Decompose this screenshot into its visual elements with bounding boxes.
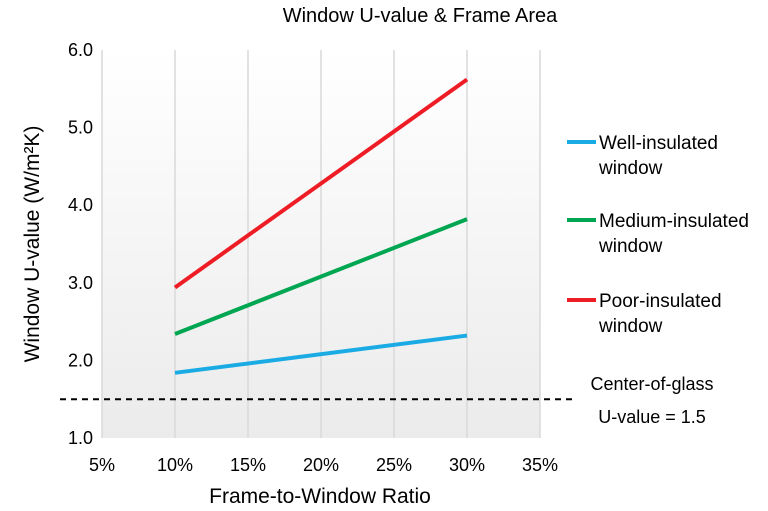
legend: Well-insulated window Medium-insulated wind… — [567, 133, 749, 337]
y-tick-label: 2.0 — [68, 350, 93, 370]
legend-label-0: Well-insulated — [599, 133, 718, 154]
chart-title: Window U-value & Frame Area — [283, 5, 558, 27]
x-tick-labels: 5% 10% 15% 20% 25% 30% 35% — [89, 455, 558, 475]
series-line-0 — [174, 333, 468, 375]
reference-annotation-line1: Center-of-glass — [590, 374, 713, 394]
legend-label-2: Poor-insulated — [599, 291, 722, 312]
x-tick-label: 35% — [522, 455, 558, 475]
y-axis-title: Window U-value (W/m²K) — [21, 126, 44, 363]
x-tick-label: 15% — [230, 455, 266, 475]
x-tick-label: 20% — [303, 455, 339, 475]
y-tick-label: 6.0 — [68, 40, 93, 60]
series-line-1 — [174, 217, 468, 336]
y-tick-label: 1.0 — [68, 428, 93, 448]
y-tick-label: 4.0 — [68, 195, 93, 215]
x-tick-label: 30% — [449, 455, 485, 475]
legend-label-1: window — [598, 236, 663, 257]
x-tick-label: 10% — [157, 455, 193, 475]
y-tick-label: 5.0 — [68, 118, 93, 138]
series-line-2 — [173, 77, 469, 290]
gridlines — [101, 50, 541, 438]
x-axis-title: Frame-to-Window Ratio — [209, 485, 431, 508]
reference-annotation-line2: U-value = 1.5 — [598, 407, 706, 427]
legend-label-2: window — [598, 316, 663, 337]
x-tick-label: 25% — [376, 455, 412, 475]
y-tick-label: 3.0 — [68, 273, 93, 293]
y-tick-labels: 1.0 2.0 3.0 4.0 5.0 6.0 — [68, 40, 93, 448]
legend-label-1: Medium-insulated — [599, 211, 749, 232]
legend-label-0: window — [598, 158, 663, 179]
x-tick-label: 5% — [89, 455, 115, 475]
series-lines — [173, 77, 469, 375]
